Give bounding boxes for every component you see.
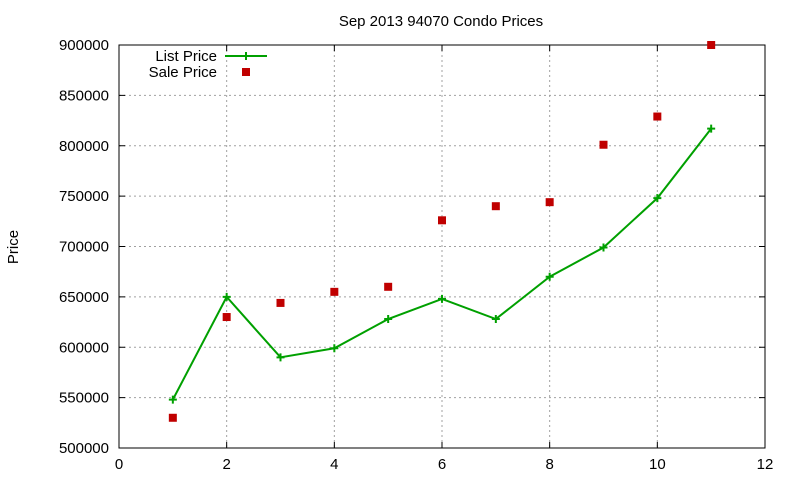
x-tick-label: 4 <box>330 456 338 473</box>
legend-sale-price-label: Sale Price <box>149 64 217 81</box>
list-price-point <box>438 294 446 303</box>
y-tick-label: 500000 <box>59 440 109 457</box>
tick-labels: 0 2 4 6 8 10 12 500000 550000 600000 650000 700000 7… <box>59 37 773 473</box>
y-axis-label: Price <box>5 230 22 264</box>
sale-price-point <box>168 413 177 422</box>
x-tick-label: 12 <box>757 456 774 473</box>
y-tick-label: 900000 <box>59 37 109 54</box>
chart-title: Sep 2013 94070 Condo Prices <box>339 13 543 30</box>
list-price-point <box>707 124 716 133</box>
x-tick-label: 8 <box>545 456 553 473</box>
list-price-line <box>171 128 712 401</box>
list-price-point <box>384 315 393 324</box>
sale-price-point <box>276 298 285 307</box>
list-price-point <box>599 243 608 252</box>
x-tick-label: 2 <box>222 456 230 473</box>
y-tick-label: 750000 <box>59 188 109 205</box>
data-series <box>168 41 716 422</box>
y-tick-label: 600000 <box>59 339 109 356</box>
sale-price-point <box>707 41 716 49</box>
y-tick-label: 800000 <box>59 138 109 155</box>
y-tick-label: 850000 <box>59 87 109 104</box>
x-tick-label: 10 <box>649 456 666 473</box>
x-tick-label: 6 <box>438 456 446 473</box>
list-price-point <box>222 292 231 301</box>
sale-price-point <box>438 216 446 225</box>
list-price-point <box>545 272 554 281</box>
sale-price-point <box>491 202 500 211</box>
legend-list-price-label: List Price <box>155 48 217 65</box>
y-tick-label: 550000 <box>59 390 109 407</box>
list-price-point <box>653 194 662 203</box>
sale-price-point <box>330 287 339 296</box>
y-tick-label: 700000 <box>59 239 109 256</box>
sale-price-point <box>222 313 231 322</box>
sale-price-point <box>545 198 554 207</box>
legend-sale-price-marker <box>242 68 250 76</box>
plot-frame <box>118 44 766 449</box>
legend-list-price-marker <box>242 52 250 60</box>
list-price-point <box>276 353 285 362</box>
grid-lines <box>118 44 766 449</box>
list-price-point <box>330 344 339 353</box>
x-tick-label: 0 <box>115 456 123 473</box>
y-tick-label: 650000 <box>59 289 109 306</box>
sale-price-point <box>599 140 608 149</box>
sale-price-point <box>653 112 662 121</box>
sale-price-point <box>384 282 393 291</box>
list-price-point <box>168 395 177 404</box>
list-price-point <box>491 315 500 324</box>
